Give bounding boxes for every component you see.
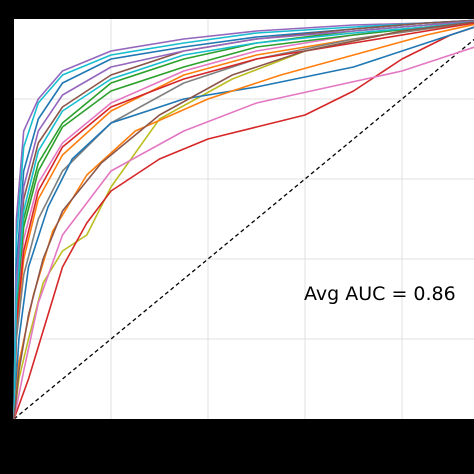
roc-curve-17	[13, 20, 474, 420]
roc-curve-2	[13, 19, 474, 420]
roc-curve-4	[13, 19, 474, 420]
roc-curve-18	[13, 21, 474, 420]
plot-area	[14, 19, 474, 419]
roc-curve-16	[13, 20, 474, 420]
roc-curve-13	[13, 20, 474, 420]
roc-curve-11	[13, 26, 474, 420]
roc-curve-10	[13, 26, 474, 420]
roc-curves	[13, 19, 474, 420]
roc-curve-1	[13, 19, 474, 420]
avg-auc-annotation: Avg AUC = 0.86	[304, 283, 456, 305]
roc-curve-15	[13, 22, 474, 420]
gridlines	[14, 19, 474, 419]
roc-curve-12	[13, 46, 474, 420]
